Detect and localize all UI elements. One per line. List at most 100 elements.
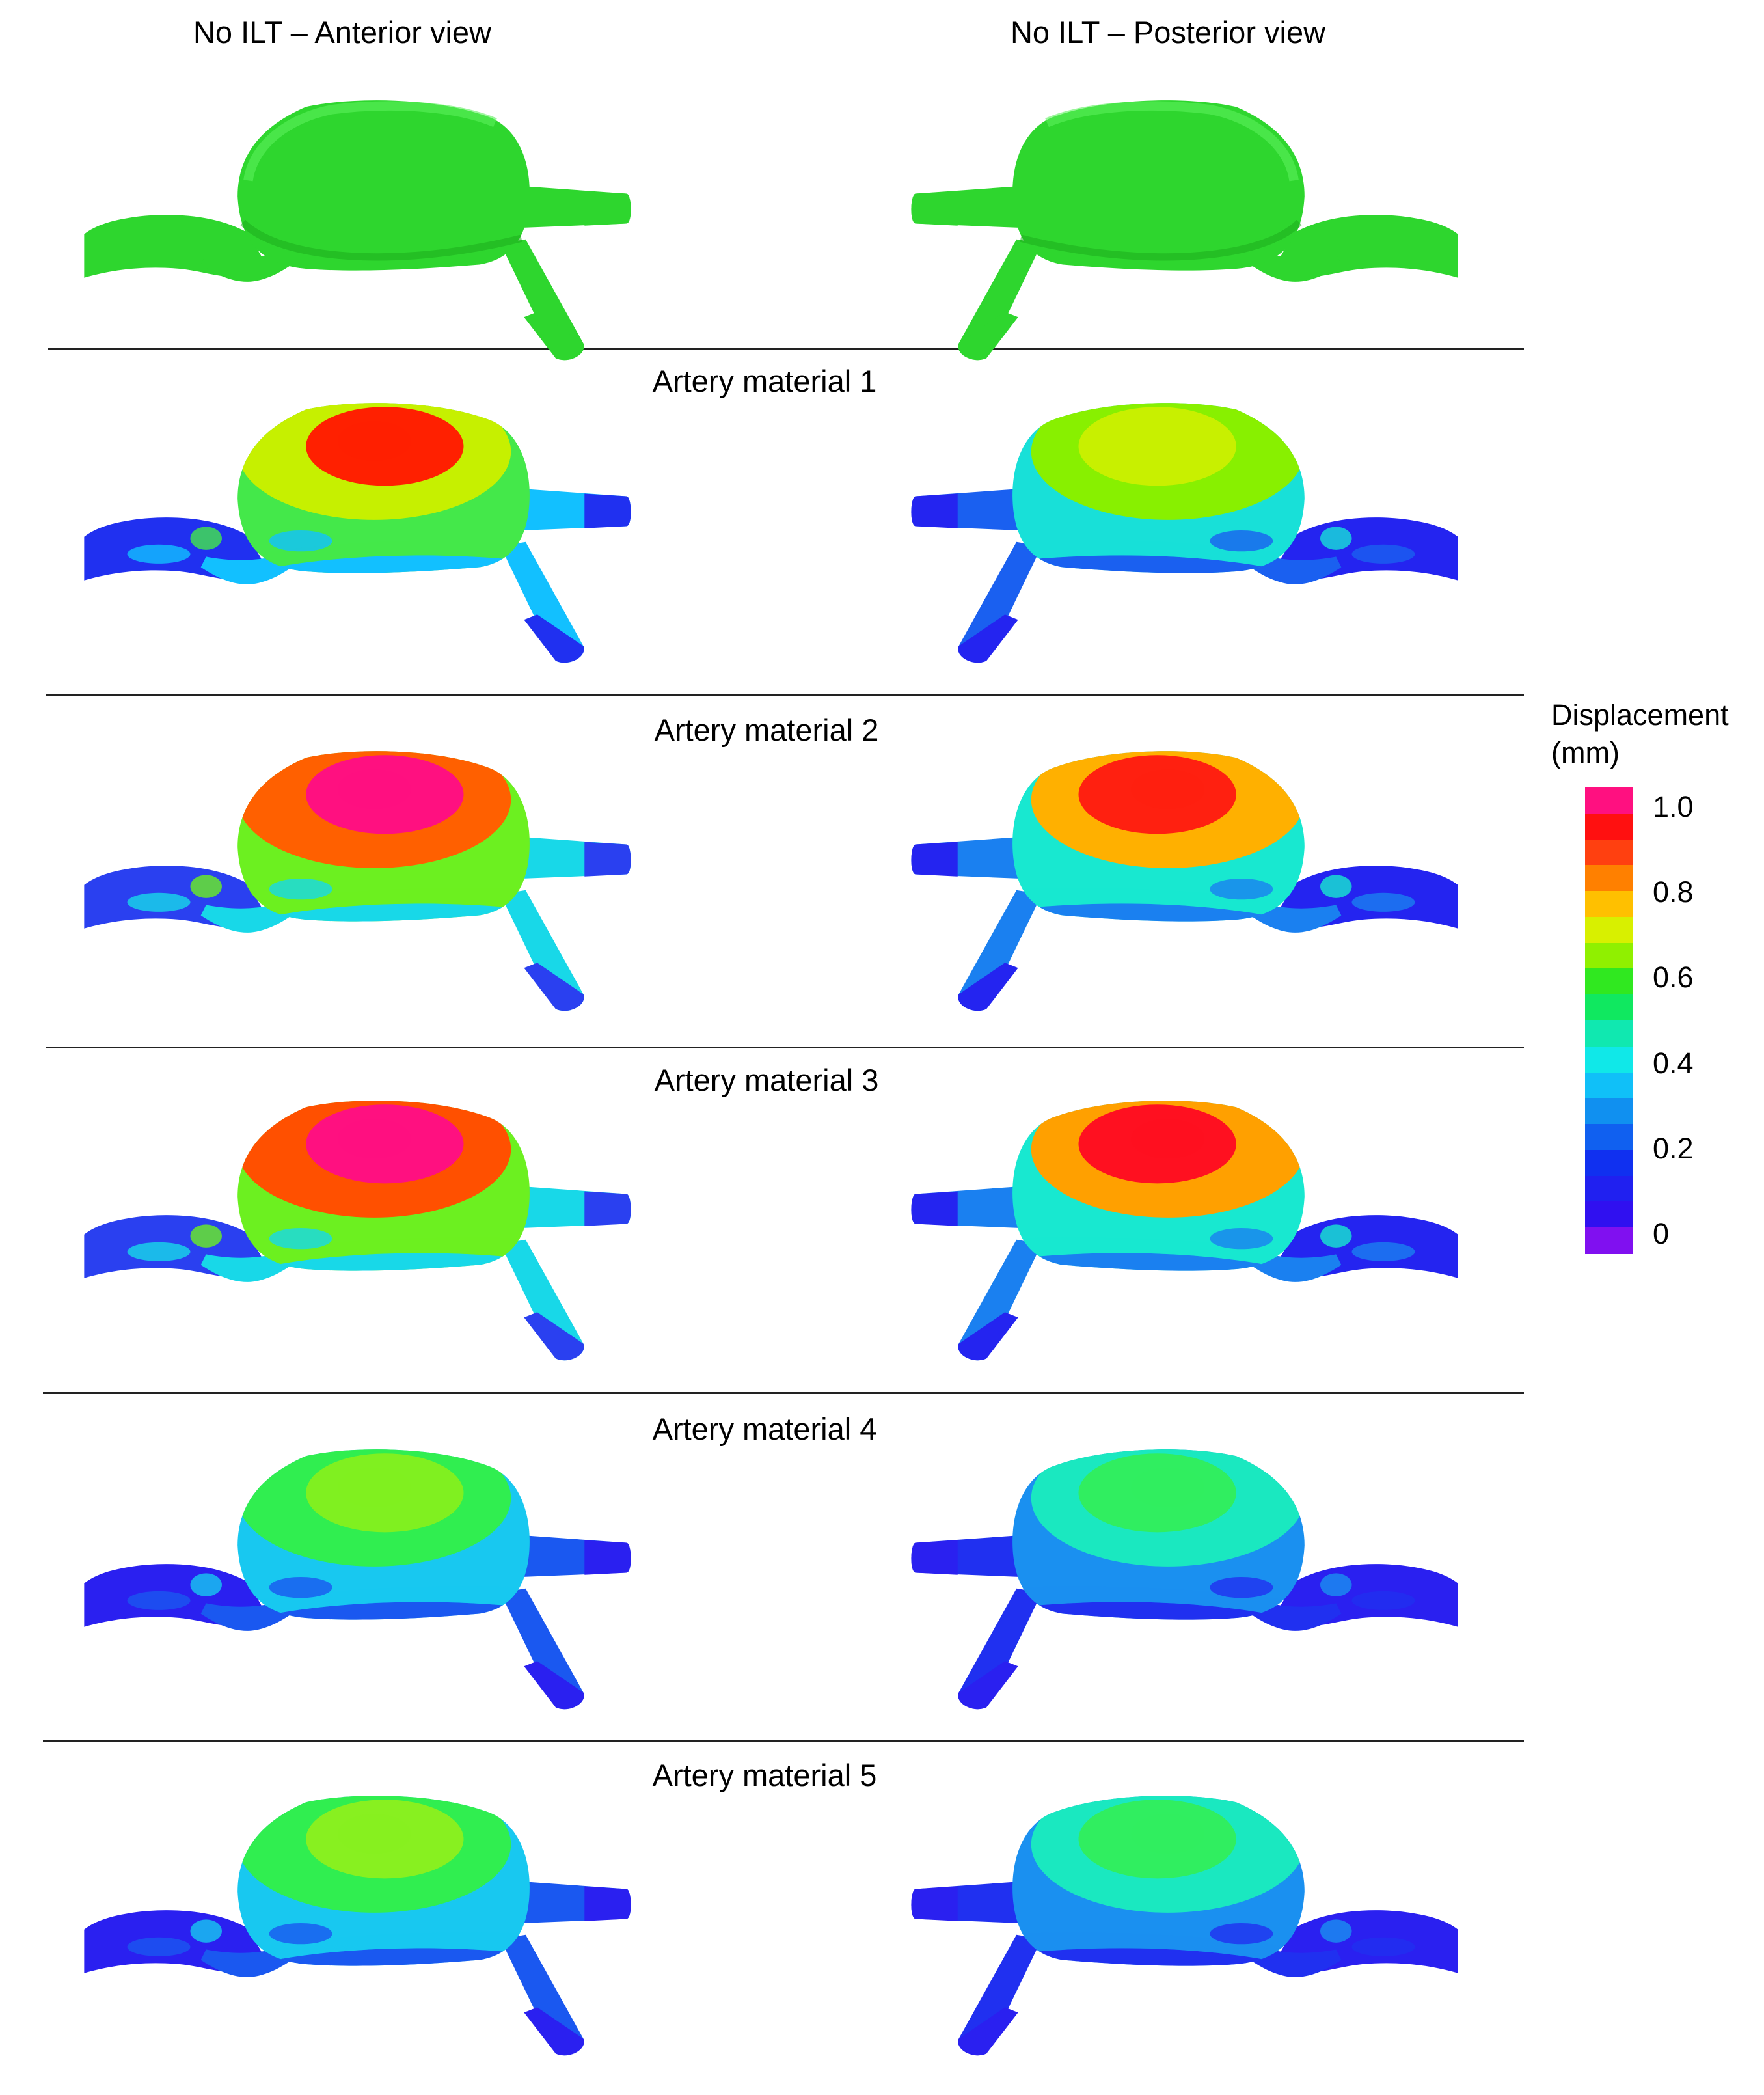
aneurysm-posterior-view-row-2 bbox=[911, 751, 1458, 1011]
contour-patch bbox=[127, 1937, 191, 1956]
colorbar-swatch bbox=[1585, 942, 1633, 970]
contour-patch bbox=[190, 527, 222, 550]
lower-branch-end bbox=[524, 312, 584, 361]
aneurysm-anterior-view-row-5 bbox=[84, 1796, 631, 2056]
anterior-view-title: No ILT – Anterior view bbox=[193, 15, 492, 49]
row-label-material-1: Artery material 1 bbox=[652, 364, 877, 398]
lower-branch-end bbox=[524, 963, 584, 1011]
legend-title-quantity: Displacement bbox=[1551, 698, 1729, 732]
row-label-material-3: Artery material 3 bbox=[654, 1063, 879, 1097]
colorbar-swatch bbox=[1585, 1020, 1633, 1047]
contour-patch bbox=[1320, 1919, 1352, 1943]
contour-band-low bbox=[1012, 1253, 1305, 1271]
colorbar-swatch bbox=[1585, 813, 1633, 840]
contour-patch bbox=[127, 892, 191, 912]
outflow-branch-end bbox=[584, 1540, 631, 1575]
colorbar-swatch bbox=[1585, 891, 1633, 918]
contour-band-low bbox=[1012, 1948, 1305, 1966]
contour-patch bbox=[190, 1224, 222, 1248]
contour-patch bbox=[1320, 875, 1352, 898]
colorbar-swatch bbox=[1585, 1072, 1633, 1099]
contour-patch bbox=[1210, 1228, 1273, 1250]
aneurysm-sac bbox=[1012, 100, 1305, 271]
aneurysm-anterior-view-row-1 bbox=[84, 403, 631, 663]
contour-patch bbox=[190, 1919, 222, 1943]
lower-branch-end bbox=[958, 312, 1018, 361]
highlight bbox=[1045, 101, 1299, 182]
colorbar-swatch bbox=[1585, 1201, 1633, 1229]
outflow-branch-end bbox=[911, 1191, 958, 1226]
outflow-branch-end bbox=[911, 1886, 958, 1921]
row-separator bbox=[48, 348, 1524, 350]
outflow-branch-end bbox=[584, 191, 631, 226]
contour-peak-core bbox=[337, 1814, 411, 1854]
colorbar-tick-label: 0.2 bbox=[1653, 1131, 1694, 1165]
lower-branch-end bbox=[958, 963, 1018, 1011]
outflow-branch-end bbox=[911, 493, 958, 528]
colorbar-swatch bbox=[1585, 916, 1633, 944]
outflow-branch-end bbox=[911, 1540, 958, 1575]
displacement-colorbar bbox=[1585, 787, 1633, 1254]
lower-branch-end bbox=[958, 614, 1018, 663]
contour-patch bbox=[1351, 1937, 1415, 1956]
contour-patch bbox=[1351, 1242, 1415, 1261]
contour-patch bbox=[1320, 1224, 1352, 1248]
colorbar-swatch bbox=[1585, 968, 1633, 996]
contour-patch bbox=[1320, 1573, 1352, 1596]
aneurysm-anterior-view-row-4 bbox=[84, 1449, 631, 1710]
colorbar-swatch bbox=[1585, 1124, 1633, 1151]
contour-peak-core bbox=[337, 1119, 411, 1159]
colorbar-swatch bbox=[1585, 787, 1633, 814]
row-label-material-5: Artery material 5 bbox=[652, 1758, 877, 1792]
aneurysm-sac bbox=[237, 100, 530, 271]
contour-patch bbox=[269, 879, 332, 900]
colorbar-tick-label: 0.4 bbox=[1653, 1046, 1694, 1080]
outflow-branch-end bbox=[911, 842, 958, 877]
contour-peak-core bbox=[1131, 1119, 1205, 1159]
contour-patch bbox=[1210, 530, 1273, 552]
contour-patch bbox=[269, 530, 332, 552]
contour-peak-core bbox=[1131, 769, 1205, 810]
aneurysm-anterior-view-row-0 bbox=[84, 100, 631, 361]
contour-patch bbox=[1210, 1923, 1273, 1945]
contour-band-low bbox=[237, 903, 530, 922]
contour-patch bbox=[269, 1577, 332, 1598]
colorbar-swatch bbox=[1585, 1098, 1633, 1125]
row-separator bbox=[46, 1047, 1524, 1048]
colorbar-swatch bbox=[1585, 1227, 1633, 1254]
aneurysm-posterior-view-row-1 bbox=[911, 403, 1458, 663]
row-separator bbox=[43, 1740, 1524, 1742]
contour-patch bbox=[269, 1228, 332, 1250]
contour-patch bbox=[127, 544, 191, 564]
lower-branch-end bbox=[958, 1661, 1018, 1710]
colorbar-swatch bbox=[1585, 1046, 1633, 1073]
aneurysm-posterior-view-row-5 bbox=[911, 1796, 1458, 2056]
contour-patch bbox=[127, 1242, 191, 1261]
contour-patch bbox=[190, 875, 222, 898]
row-separator bbox=[43, 1392, 1524, 1394]
lower-branch-end bbox=[524, 1661, 584, 1710]
contour-band-low bbox=[237, 1948, 530, 1966]
contour-patch bbox=[190, 1573, 222, 1596]
colorbar-tick-label: 0.8 bbox=[1653, 875, 1694, 909]
colorbar-tick-label: 0.6 bbox=[1653, 961, 1694, 994]
contour-peak-core bbox=[1131, 421, 1205, 461]
lower-branch-end bbox=[958, 2007, 1018, 2056]
contour-patch bbox=[1351, 892, 1415, 912]
contour-patch bbox=[1320, 527, 1352, 550]
contour-peak-core bbox=[337, 421, 411, 461]
highlight bbox=[243, 101, 497, 182]
contour-band-low bbox=[1012, 555, 1305, 573]
contour-band-low bbox=[1012, 903, 1305, 922]
contour-patch bbox=[1210, 879, 1273, 900]
contour-band-low bbox=[237, 1602, 530, 1620]
contour-patch bbox=[127, 1591, 191, 1610]
colorbar-swatch bbox=[1585, 865, 1633, 892]
contour-peak-core bbox=[1131, 1814, 1205, 1854]
colorbar-swatch bbox=[1585, 839, 1633, 866]
contour-patch bbox=[1210, 1577, 1273, 1598]
lower-branch-end bbox=[524, 2007, 584, 2056]
outflow-branch-end bbox=[584, 1191, 631, 1226]
posterior-view-title: No ILT – Posterior view bbox=[1010, 15, 1326, 49]
lower-branch-end bbox=[958, 1312, 1018, 1361]
